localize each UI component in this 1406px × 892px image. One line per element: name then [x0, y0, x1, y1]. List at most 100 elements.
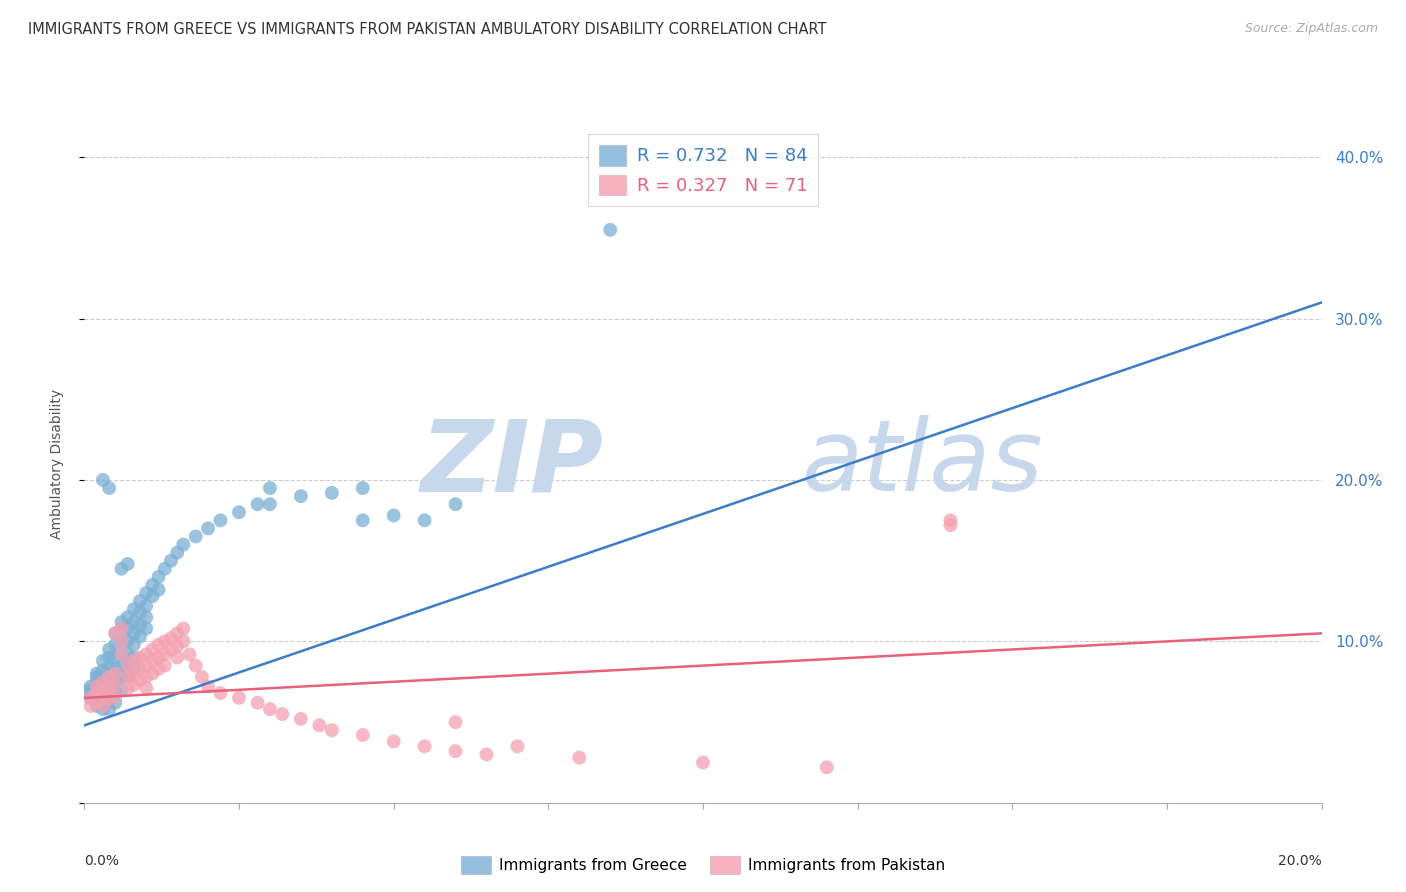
Point: [209, 513, 232, 527]
Point: [568, 750, 591, 764]
Point: [110, 648, 132, 662]
Point: [122, 678, 145, 692]
Point: [98, 670, 121, 684]
Point: [135, 586, 157, 600]
Point: [382, 734, 405, 748]
Point: [184, 529, 207, 543]
Point: [79, 698, 101, 713]
Point: [91, 698, 114, 713]
Point: [86, 674, 108, 689]
Point: [271, 706, 294, 721]
Point: [91, 664, 114, 678]
Text: 20.0%: 20.0%: [1278, 855, 1322, 869]
Y-axis label: Ambulatory Disability: Ambulatory Disability: [49, 389, 63, 539]
Point: [122, 615, 145, 629]
Point: [98, 662, 121, 676]
Point: [172, 622, 194, 636]
Point: [86, 670, 108, 684]
Point: [98, 673, 121, 687]
Point: [104, 666, 127, 681]
Point: [117, 681, 139, 696]
Point: [122, 666, 145, 681]
Point: [141, 642, 163, 657]
Point: [129, 650, 152, 665]
Point: [444, 744, 467, 758]
Point: [122, 626, 145, 640]
Point: [197, 521, 219, 535]
Point: [506, 739, 529, 754]
Point: [153, 658, 176, 673]
Point: [444, 497, 467, 511]
Point: [110, 562, 132, 576]
Point: [86, 666, 108, 681]
Point: [129, 673, 152, 687]
Point: [197, 680, 219, 694]
Point: [352, 513, 374, 527]
Point: [141, 578, 163, 592]
Point: [166, 650, 188, 665]
Point: [321, 486, 343, 500]
Point: [79, 680, 101, 694]
Point: [91, 680, 114, 694]
Point: [228, 690, 250, 705]
Point: [141, 654, 163, 668]
Point: [148, 650, 170, 665]
Point: [141, 589, 163, 603]
Point: [352, 728, 374, 742]
Point: [104, 650, 127, 665]
Point: [939, 513, 962, 527]
Point: [290, 489, 312, 503]
Point: [86, 690, 108, 705]
Point: [382, 508, 405, 523]
Text: IMMIGRANTS FROM GREECE VS IMMIGRANTS FROM PAKISTAN AMBULATORY DISABILITY CORRELA: IMMIGRANTS FROM GREECE VS IMMIGRANTS FRO…: [28, 22, 827, 37]
Point: [135, 622, 157, 636]
Point: [135, 670, 157, 684]
Legend: R = 0.732   N = 84, R = 0.327   N = 71: R = 0.732 N = 84, R = 0.327 N = 71: [588, 134, 818, 206]
Point: [98, 681, 121, 696]
Point: [135, 599, 157, 613]
Point: [110, 682, 132, 697]
Point: [209, 686, 232, 700]
Point: [166, 639, 188, 653]
Point: [86, 680, 108, 694]
Point: [259, 481, 281, 495]
Point: [166, 546, 188, 560]
Point: [153, 562, 176, 576]
Point: [228, 505, 250, 519]
Point: [86, 686, 108, 700]
Point: [122, 654, 145, 668]
Point: [148, 582, 170, 597]
Point: [129, 618, 152, 632]
Point: [104, 696, 127, 710]
Point: [117, 658, 139, 673]
Point: [135, 648, 157, 662]
Point: [352, 481, 374, 495]
Point: [308, 718, 330, 732]
Point: [172, 537, 194, 551]
Point: [413, 513, 436, 527]
Point: [79, 682, 101, 697]
Point: [122, 638, 145, 652]
Point: [117, 670, 139, 684]
Point: [98, 702, 121, 716]
Point: [117, 634, 139, 648]
Point: [117, 610, 139, 624]
Point: [104, 626, 127, 640]
Point: [86, 698, 108, 713]
Point: [172, 634, 194, 648]
Point: [148, 662, 170, 676]
Point: [166, 626, 188, 640]
Point: [290, 712, 312, 726]
Point: [246, 497, 269, 511]
Point: [91, 674, 114, 689]
Point: [91, 473, 114, 487]
Point: [117, 557, 139, 571]
Point: [160, 642, 183, 657]
Point: [184, 658, 207, 673]
Point: [79, 690, 101, 705]
Point: [104, 626, 127, 640]
Point: [91, 686, 114, 700]
Point: [413, 739, 436, 754]
Point: [110, 622, 132, 636]
Point: [122, 602, 145, 616]
